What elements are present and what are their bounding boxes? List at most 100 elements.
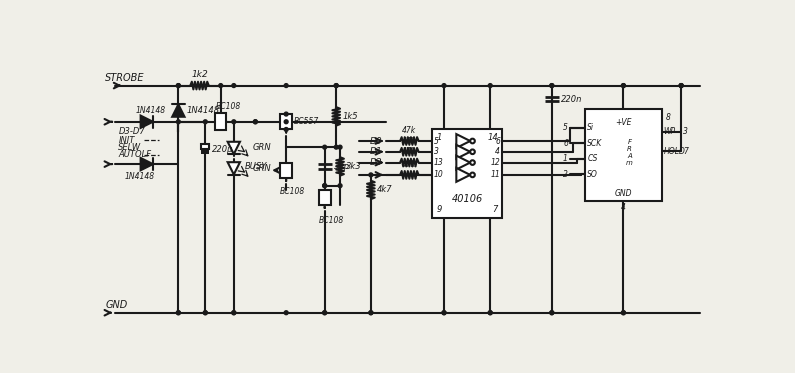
Text: 10: 10 [434,170,444,179]
Circle shape [622,311,626,315]
Circle shape [679,84,683,88]
Text: AUTOLF: AUTOLF [118,150,151,159]
Text: 12: 12 [491,158,500,167]
Text: 47k: 47k [402,137,417,145]
Circle shape [488,311,492,315]
Circle shape [204,311,207,315]
Circle shape [442,84,446,88]
Circle shape [204,120,207,124]
Circle shape [232,311,236,315]
Text: 1k2: 1k2 [191,70,208,79]
Text: BC108: BC108 [319,216,343,225]
Circle shape [550,84,554,88]
Text: D2: D2 [370,158,382,167]
Text: 14: 14 [487,133,498,142]
Text: GND: GND [105,300,127,310]
Circle shape [323,184,327,188]
Text: 3k3: 3k3 [346,162,362,171]
Circle shape [323,184,327,188]
Text: 4k7: 4k7 [377,185,393,194]
Text: 220μ: 220μ [211,145,233,154]
Polygon shape [173,104,184,117]
Text: 4: 4 [621,203,626,212]
Bar [432,129,502,218]
Circle shape [323,145,327,149]
Circle shape [550,84,554,88]
Text: 1N4148: 1N4148 [136,106,166,115]
Text: 1N4148: 1N4148 [125,172,154,181]
Circle shape [232,84,236,88]
Polygon shape [456,134,470,148]
Text: CS: CS [588,154,598,163]
Circle shape [176,84,180,88]
Text: WP: WP [664,127,676,136]
Text: 47k: 47k [402,147,417,156]
Text: 13: 13 [434,158,444,167]
Text: BC557: BC557 [294,117,319,126]
Circle shape [232,120,236,124]
Circle shape [232,311,236,315]
Circle shape [285,120,288,124]
Circle shape [334,84,338,88]
Text: 7: 7 [684,147,688,156]
Circle shape [338,184,342,188]
Circle shape [338,145,342,149]
Text: 7: 7 [493,205,498,214]
Polygon shape [456,156,470,169]
Text: BC108: BC108 [280,187,305,196]
Text: 1: 1 [563,154,568,163]
Circle shape [176,311,180,315]
Text: D0: D0 [370,137,382,145]
Text: 33p: 33p [334,162,350,171]
Text: 40106: 40106 [452,194,483,204]
Circle shape [470,139,475,143]
Bar [280,163,293,178]
Circle shape [285,84,288,88]
Circle shape [334,84,338,88]
Circle shape [285,112,288,116]
Polygon shape [227,162,240,175]
Text: 3: 3 [434,147,439,156]
Circle shape [219,84,223,88]
Polygon shape [456,168,470,182]
Circle shape [369,311,373,315]
Text: HOLD: HOLD [664,147,685,156]
Bar [215,113,226,130]
Text: 2: 2 [563,170,568,179]
Circle shape [470,160,475,165]
Text: F
R
A
m: F R A m [626,140,633,166]
Text: 3: 3 [684,127,688,136]
Text: STROBE: STROBE [105,73,145,83]
Text: 6: 6 [495,137,500,145]
Circle shape [488,84,492,88]
Text: 9: 9 [436,205,442,214]
Bar [585,109,662,201]
Text: 1k5: 1k5 [343,112,358,121]
Text: 8: 8 [665,113,671,122]
Text: SCK: SCK [588,139,603,148]
Circle shape [622,311,626,315]
Circle shape [442,311,446,315]
Circle shape [254,120,258,124]
Text: GND: GND [615,189,632,198]
Circle shape [323,311,327,315]
Circle shape [176,311,180,315]
Text: D3-D7: D3-D7 [118,127,145,136]
Circle shape [369,173,373,177]
Circle shape [679,84,683,88]
Circle shape [470,150,475,154]
Bar [319,189,331,205]
Text: 5: 5 [434,137,439,145]
Circle shape [254,120,258,124]
Circle shape [369,311,373,315]
Circle shape [176,84,180,88]
Text: 47k: 47k [402,160,417,169]
Text: +VE: +VE [615,118,632,127]
Text: GRN: GRN [252,164,271,173]
Circle shape [470,173,475,177]
Text: INIT: INIT [118,136,134,145]
Circle shape [204,311,207,315]
Text: SELW: SELW [118,142,142,152]
Text: 220n: 220n [561,94,583,104]
Polygon shape [141,158,153,170]
